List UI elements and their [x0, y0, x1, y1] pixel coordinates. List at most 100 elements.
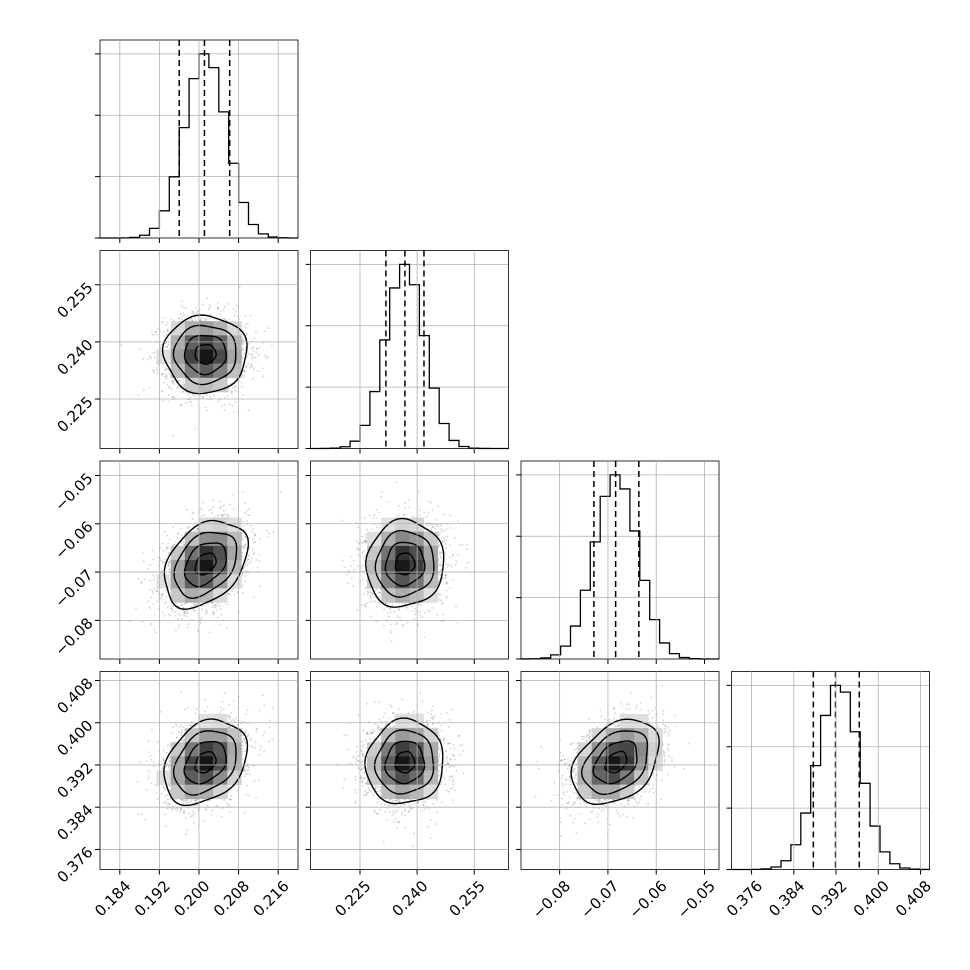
sample-point: [203, 513, 206, 516]
sample-point: [192, 311, 195, 313]
sample-point: [216, 602, 219, 605]
histogram-step-line: [309, 263, 510, 450]
sample-point: [160, 321, 163, 323]
density-cell: [213, 545, 228, 561]
sample-point: [243, 369, 245, 372]
sample-point: [242, 520, 244, 523]
sample-point: [152, 369, 155, 372]
sample-point: [224, 318, 227, 320]
sample-point: [228, 318, 231, 321]
sample-point: [168, 538, 171, 541]
sample-point: [355, 521, 358, 524]
sample-point: [242, 393, 244, 396]
density-cell: [199, 349, 214, 364]
sample-point: [176, 536, 179, 539]
sample-point: [194, 604, 197, 606]
sample-point: [165, 600, 168, 603]
sample-point: [157, 371, 159, 374]
sample-point: [152, 352, 155, 355]
sample-point: [192, 512, 195, 514]
sample-point: [262, 375, 265, 377]
sample-point: [251, 365, 254, 368]
sample-point: [213, 604, 216, 607]
sample-point: [152, 590, 154, 593]
sample-point: [161, 321, 164, 324]
sample-point: [250, 560, 252, 563]
sample-point: [247, 507, 250, 510]
sample-point: [195, 307, 198, 309]
sample-point: [140, 581, 143, 584]
sample-point: [155, 631, 157, 634]
sample-point: [241, 348, 244, 351]
sample-point: [214, 603, 216, 606]
sample-point: [185, 602, 188, 605]
sample-point: [225, 513, 228, 516]
sample-point: [193, 312, 196, 315]
sample-point: [160, 570, 163, 573]
sample-point: [244, 349, 247, 352]
sample-point: [250, 530, 253, 533]
sample-point: [252, 356, 255, 359]
density-cell: [156, 574, 172, 589]
sample-point: [183, 543, 185, 546]
sample-point: [223, 404, 226, 406]
sample-point: [168, 386, 170, 389]
sample-point: [440, 599, 443, 601]
sample-point: [219, 608, 222, 610]
sample-point: [160, 594, 163, 596]
sample-point: [183, 386, 186, 389]
density-cell: [199, 574, 214, 589]
sample-point: [153, 628, 156, 631]
sample-point: [172, 526, 174, 529]
sample-point: [250, 347, 253, 350]
density-cell: [199, 335, 214, 350]
sample-point: [230, 391, 233, 394]
density-cell: [170, 588, 186, 603]
sample-point: [257, 353, 260, 356]
sample-point: [266, 355, 269, 358]
histogram-step-line: [520, 474, 720, 660]
sample-point: [225, 626, 228, 629]
sample-point: [387, 615, 390, 618]
sample-point: [152, 574, 154, 577]
sample-point: [241, 385, 244, 388]
panel-frame: [520, 460, 720, 660]
sample-point: [161, 560, 163, 563]
sample-point: [159, 347, 162, 350]
sample-point: [168, 552, 171, 554]
sample-point: [439, 573, 442, 576]
sample-point: [182, 606, 185, 609]
sample-point: [196, 629, 199, 632]
sample-point: [252, 346, 255, 349]
sample-point: [220, 613, 223, 616]
sample-point: [235, 385, 238, 388]
density-cell: [184, 321, 200, 336]
sample-point: [208, 509, 210, 512]
sample-point: [182, 378, 185, 381]
sample-point: [166, 606, 169, 609]
sample-point: [199, 621, 202, 624]
sample-point: [149, 579, 152, 582]
sample-point: [252, 377, 254, 380]
sample-point: [199, 319, 202, 321]
contour-line: [183, 542, 227, 588]
density-cell: [213, 363, 228, 379]
sample-point: [265, 356, 267, 359]
sample-point: [161, 372, 164, 375]
sample-point: [153, 576, 156, 579]
sample-point: [162, 542, 165, 545]
sample-point: [150, 623, 153, 625]
sample-point: [445, 576, 448, 578]
sample-point: [220, 514, 223, 517]
sample-point: [180, 542, 183, 545]
sample-point: [243, 546, 245, 549]
sample-point: [215, 608, 218, 611]
sample-point: [225, 319, 228, 322]
sample-point: [153, 588, 156, 590]
sample-point: [201, 515, 203, 518]
sample-point: [250, 365, 253, 367]
sample-point: [161, 598, 164, 601]
sample-point: [166, 328, 169, 331]
sample-point: [165, 546, 168, 548]
density-cell: [184, 335, 200, 350]
